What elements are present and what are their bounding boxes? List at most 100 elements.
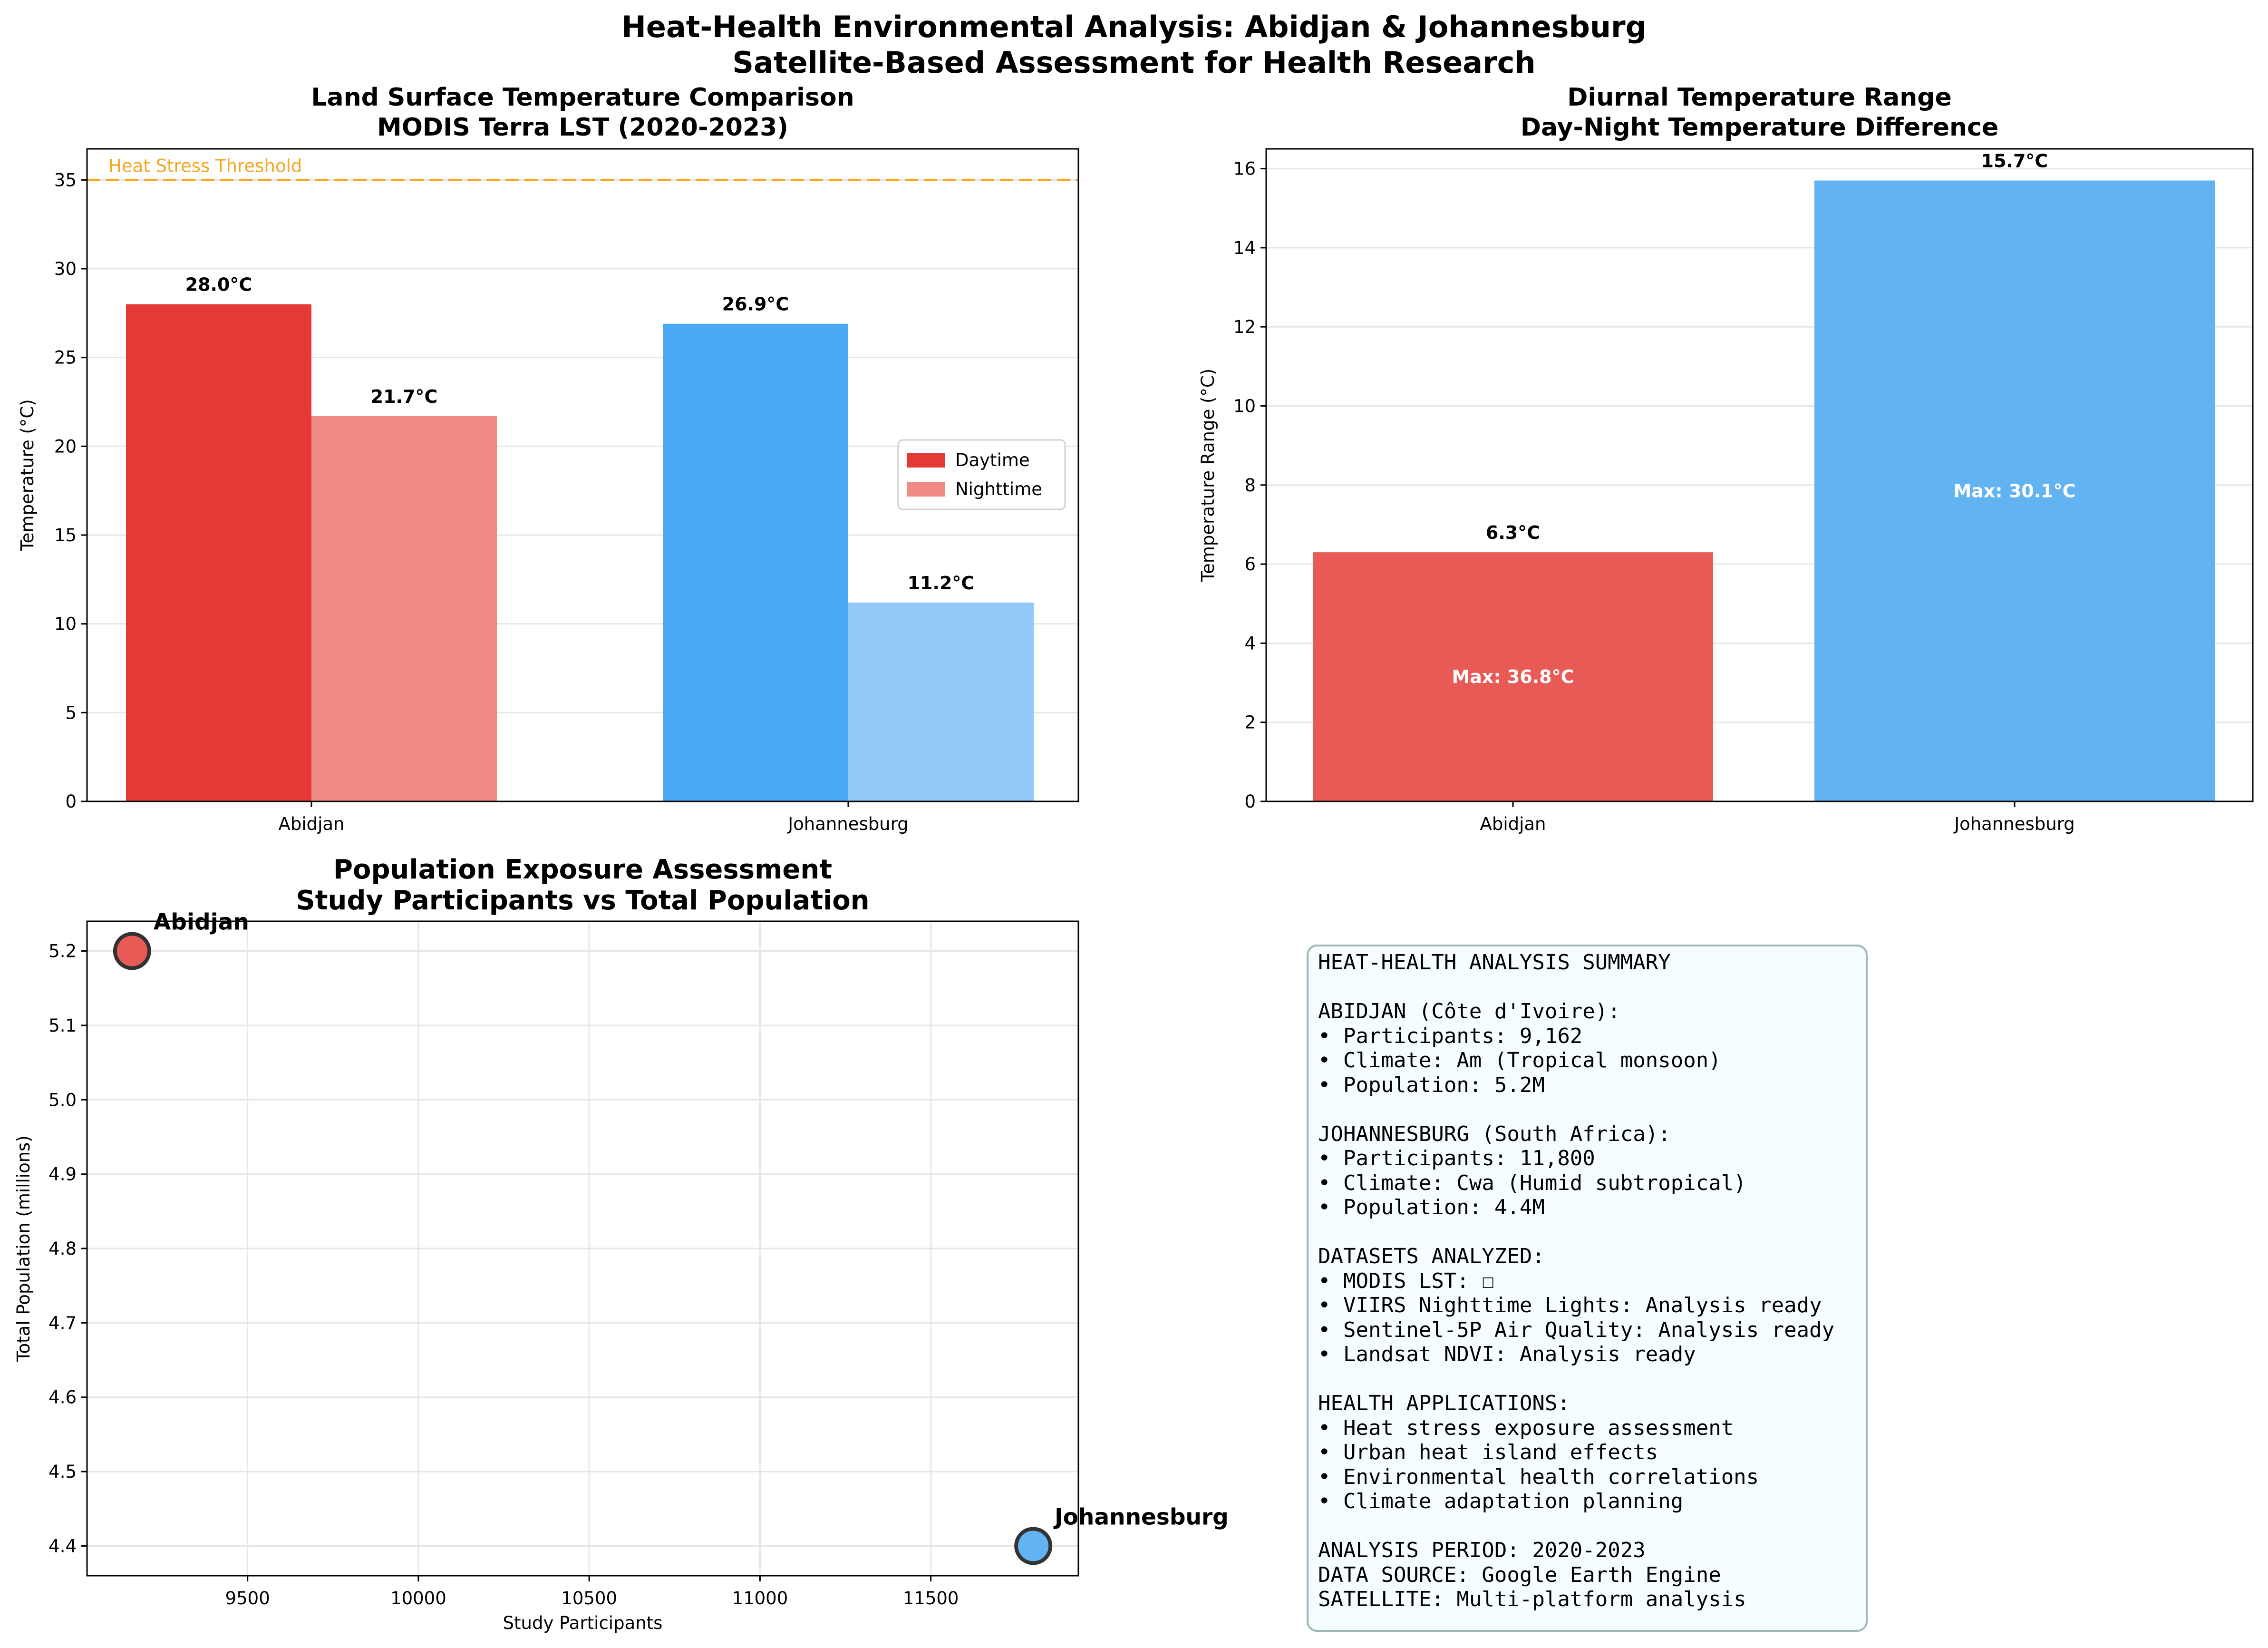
summary-line: • Participants: 11,800 [1318,1146,1595,1170]
lst-bar-abidjan-daytime [126,304,311,801]
lst-bar-johannesburg-daytime [663,323,848,801]
exposure-y-tick-label: 5.1 [48,1015,77,1036]
summary-line: • Population: 5.2M [1318,1073,1545,1097]
diurnal-bar-johannesburg [1814,180,2215,801]
lst-y-tick-label: 20 [54,436,77,457]
lst-value-label: 21.7°C [371,386,438,407]
summary-line: • MODIS LST: ☐ [1318,1268,1494,1293]
summary-line: • Environmental health correlations [1318,1464,1759,1489]
diurnal-axes-frame [1265,148,2254,802]
summary-line: • Population: 4.4M [1318,1195,1545,1219]
figure-title-line1: Heat-Health Environmental Analysis: Abid… [621,10,1647,44]
summary-line: • Landsat NDVI: Analysis ready [1318,1342,1696,1366]
lst-bar-johannesburg-nighttime [848,602,1034,801]
lst-value-label: 28.0°C [185,274,252,295]
exposure-y-tick-label: 5.0 [48,1090,77,1110]
lst-chart-panel: Land Surface Temperature ComparisonMODIS… [17,83,1079,834]
diurnal-value-label: 15.7°C [1981,151,2048,172]
exposure-point-label: Abidjan [154,909,249,936]
summary-line: HEALTH APPLICATIONS: [1318,1391,1570,1415]
exposure-y-tick-label: 4.6 [48,1387,77,1408]
figure-title-line2: Satellite-Based Assessment for Health Re… [732,45,1535,80]
exposure-x-tick-label: 10500 [561,1588,617,1609]
diurnal-y-tick-label: 14 [1233,238,1256,258]
lst-axes-frame [86,148,1079,802]
exposure-x-tick-label: 11500 [903,1588,959,1609]
analysis-summary-box: HEAT-HEALTH ANALYSIS SUMMARY ABIDJAN (Côt… [1307,945,1868,1632]
summary-line: ANALYSIS PERIOD: 2020-2023 [1318,1538,1646,1562]
diurnal-y-tick-label: 16 [1233,159,1256,179]
summary-line [1318,1220,1866,1245]
diurnal-y-tick-label: 0 [1244,791,1256,812]
diurnal-x-tick-label: Abidjan [1480,814,1546,834]
summary-line: JOHANNESBURG (South Africa): [1318,1121,1671,1146]
diurnal-y-tick-label: 4 [1244,633,1256,653]
diurnal-y-tick-label: 6 [1244,554,1256,575]
exposure-y-tick-label: 4.5 [48,1462,77,1482]
lst-title-line1: Land Surface Temperature Comparison [311,83,854,112]
lst-bar-abidjan-nighttime [311,416,497,801]
summary-line [1318,1097,1866,1122]
lst-y-tick-label: 25 [54,348,77,368]
exposure-x-axis-label: Study Participants [503,1613,663,1633]
lst-legend-label: Daytime [955,450,1030,470]
exposure-point-johannesburg [1014,1527,1053,1565]
exposure-y-tick-label: 4.4 [48,1536,77,1556]
summary-line: DATA SOURCE: Google Earth Engine [1318,1562,1721,1587]
diurnal-x-tick-label: Johannesburg [1953,814,2075,834]
summary-line: SATELLITE: Multi-platform analysis [1318,1587,1746,1611]
diurnal-max-label: Max: 30.1°C [1953,480,2075,501]
exposure-title-line1: Population Exposure Assessment [333,854,832,885]
exposure-point-label: Johannesburg [1053,1504,1229,1530]
lst-value-label: 11.2°C [908,573,975,594]
exposure-point-abidjan [113,932,151,970]
diurnal-max-label: Max: 36.8°C [1452,666,1574,687]
diurnal-y-tick-label: 10 [1233,396,1256,416]
lst-y-tick-label: 5 [65,702,77,723]
lst-y-tick-label: 15 [54,525,77,546]
exposure-y-tick-label: 4.8 [48,1238,77,1259]
summary-line [1318,1514,1866,1539]
lst-legend-swatch-nighttime [907,482,945,497]
exposure-y-axis-label: Total Population (millions) [13,1135,34,1362]
diurnal-title-line2: Day-Night Temperature Difference [1521,113,1998,142]
summary-line: DATASETS ANALYZED: [1318,1244,1545,1268]
diurnal-y-axis-label: Temperature Range (°C) [1198,369,1218,582]
exposure-x-tick-label: 11000 [732,1588,788,1609]
diurnal-y-tick-label: 8 [1244,475,1256,496]
exposure-y-tick-label: 4.7 [48,1313,77,1333]
summary-line: • Sentinel-5P Air Quality: Analysis read… [1318,1317,1835,1342]
exposure-y-tick-label: 4.9 [48,1164,77,1185]
lst-y-tick-label: 35 [54,170,77,190]
lst-y-tick-label: 10 [54,614,77,634]
lst-y-tick-label: 30 [54,259,77,279]
lst-value-label: 26.9°C [722,294,789,315]
lst-threshold-label: Heat Stress Threshold [108,156,302,176]
lst-x-tick-label: Abidjan [279,814,345,834]
summary-line: • Urban heat island effects [1318,1440,1658,1464]
lst-y-tick-label: 0 [65,791,77,812]
diurnal-y-tick-label: 12 [1233,317,1256,337]
exposure-axes-frame [86,920,1079,1577]
exposure-y-tick-label: 5.2 [48,941,77,962]
diurnal-title-line1: Diurnal Temperature Range [1567,83,1951,112]
lst-y-axis-label: Temperature (°C) [17,399,38,551]
diurnal-value-label: 6.3°C [1486,522,1540,543]
diurnal-bar-abidjan [1313,552,1713,801]
lst-x-tick-label: Johannesburg [787,814,909,834]
diurnal-y-tick-label: 2 [1244,712,1256,733]
summary-line: HEAT-HEALTH ANALYSIS SUMMARY [1318,950,1671,975]
summary-line: • Climate: Am (Tropical monsoon) [1318,1048,1721,1073]
summary-line: • Climate: Cwa (Humid subtropical) [1318,1170,1746,1195]
summary-line [1318,1367,1866,1392]
lst-legend-label: Nighttime [955,479,1042,499]
summary-line: ABIDJAN (Côte d'Ivoire): [1318,999,1620,1024]
exposure-x-tick-label: 10000 [390,1588,446,1609]
summary-line: • Climate adaptation planning [1318,1489,1684,1513]
summary-line: • Heat stress exposure assessment [1318,1415,1734,1440]
exposure-title-line2: Study Participants vs Total Population [296,885,869,916]
lst-legend-swatch-daytime [907,453,945,468]
